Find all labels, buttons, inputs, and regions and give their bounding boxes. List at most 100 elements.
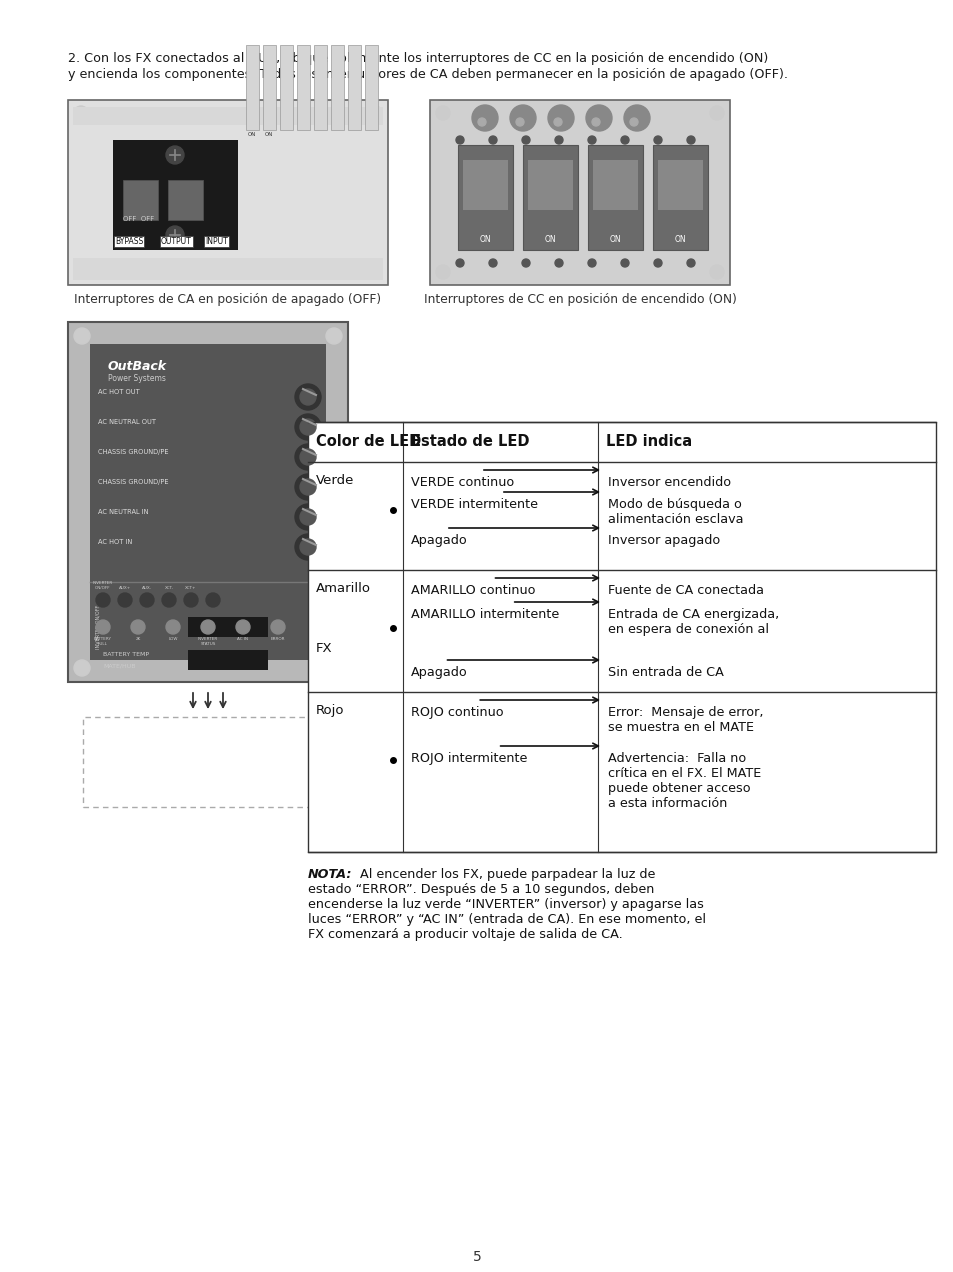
Text: BYPASS: BYPASS — [115, 237, 143, 245]
Text: Interruptores de CA en posición de apagado (OFF): Interruptores de CA en posición de apaga… — [74, 293, 381, 307]
Circle shape — [74, 265, 88, 279]
Bar — [527, 160, 573, 210]
Circle shape — [456, 259, 463, 267]
Text: 2. Con los FX conectados al HUB, ubique solamente los interruptores de CC en la : 2. Con los FX conectados al HUB, ubique … — [68, 52, 767, 65]
Text: INVERTER ON/OFF: INVERTER ON/OFF — [96, 605, 101, 649]
Circle shape — [629, 118, 638, 126]
Circle shape — [436, 265, 450, 279]
Circle shape — [96, 619, 110, 633]
Text: INPUT: INPUT — [205, 237, 228, 245]
Circle shape — [166, 146, 184, 164]
Text: ON: ON — [478, 235, 490, 244]
Text: AMARILLO continuo: AMARILLO continuo — [411, 584, 535, 597]
Text: FX comenzará a producir voltaje de salida de CA.: FX comenzará a producir voltaje de salid… — [308, 929, 622, 941]
Circle shape — [206, 593, 220, 607]
Bar — [593, 160, 638, 210]
Circle shape — [74, 328, 90, 343]
Circle shape — [294, 534, 320, 560]
Bar — [73, 258, 382, 280]
Text: luces “ERROR” y “AC IN” (entrada de CA). En ese momento, el: luces “ERROR” y “AC IN” (entrada de CA).… — [308, 913, 705, 926]
Text: ERROR: ERROR — [271, 637, 285, 641]
Circle shape — [326, 660, 341, 675]
Circle shape — [472, 106, 497, 131]
Text: ON: ON — [543, 235, 556, 244]
Circle shape — [654, 259, 661, 267]
Text: Error:  Mensaje de error,
se muestra en el MATE: Error: Mensaje de error, se muestra en e… — [607, 706, 762, 734]
Circle shape — [489, 259, 497, 267]
Circle shape — [299, 509, 315, 525]
Circle shape — [294, 413, 320, 440]
Text: ROJO intermitente: ROJO intermitente — [411, 752, 527, 764]
Circle shape — [201, 619, 214, 633]
Text: Apagado: Apagado — [411, 534, 467, 547]
Circle shape — [555, 136, 562, 144]
Text: Inversor encendido: Inversor encendido — [607, 476, 730, 488]
Circle shape — [118, 593, 132, 607]
Text: Entrada de CA energizada,
en espera de conexión al: Entrada de CA energizada, en espera de c… — [607, 608, 779, 636]
Text: Verde: Verde — [315, 474, 354, 487]
Text: AC NEUTRAL IN: AC NEUTRAL IN — [98, 509, 149, 515]
Circle shape — [516, 118, 523, 126]
Bar — [652, 145, 707, 251]
Circle shape — [477, 118, 485, 126]
Text: y encienda los componentes. Todos los interruptores de CA deben permanecer en la: y encienda los componentes. Todos los in… — [68, 67, 787, 81]
Circle shape — [709, 106, 723, 120]
Text: Color de LED: Color de LED — [315, 435, 421, 449]
Text: AC HOT IN: AC HOT IN — [98, 539, 132, 544]
Text: BATTERY
FULL: BATTERY FULL — [94, 637, 112, 646]
Text: AC IN: AC IN — [237, 637, 248, 641]
Circle shape — [299, 480, 315, 495]
Text: NOTA:: NOTA: — [308, 868, 352, 881]
Circle shape — [521, 136, 530, 144]
Bar — [522, 145, 578, 251]
Bar — [365, 45, 377, 130]
Circle shape — [271, 619, 285, 633]
Circle shape — [623, 106, 649, 131]
Circle shape — [587, 136, 596, 144]
Circle shape — [436, 106, 450, 120]
Bar — [308, 422, 935, 852]
Circle shape — [620, 259, 628, 267]
Text: Al encender los FX, puede parpadear la luz de: Al encender los FX, puede parpadear la l… — [355, 868, 655, 881]
Bar — [83, 717, 348, 806]
Text: VERDE continuo: VERDE continuo — [411, 476, 514, 488]
Text: OutBack: OutBack — [108, 360, 167, 373]
Bar — [68, 100, 388, 285]
Circle shape — [162, 593, 175, 607]
Bar — [462, 160, 507, 210]
Circle shape — [592, 118, 599, 126]
Circle shape — [299, 449, 315, 466]
Circle shape — [131, 619, 145, 633]
Bar — [587, 145, 642, 251]
Circle shape — [547, 106, 574, 131]
Text: AUX-: AUX- — [142, 586, 152, 590]
Bar — [188, 650, 268, 670]
Text: ON: ON — [609, 235, 620, 244]
Text: OFF  OFF: OFF OFF — [123, 216, 154, 223]
Text: ON: ON — [265, 132, 274, 137]
Circle shape — [554, 118, 561, 126]
Text: LED indica: LED indica — [605, 435, 691, 449]
Text: Modo de búsqueda o
alimentación esclava: Modo de búsqueda o alimentación esclava — [607, 499, 742, 527]
Circle shape — [510, 106, 536, 131]
Text: Power Systems: Power Systems — [108, 374, 166, 383]
Circle shape — [555, 259, 562, 267]
Circle shape — [585, 106, 612, 131]
Bar — [263, 45, 275, 130]
Text: CHASSIS GROUND/PE: CHASSIS GROUND/PE — [98, 480, 169, 485]
Text: AMARILLO intermitente: AMARILLO intermitente — [411, 608, 558, 621]
Bar — [188, 617, 268, 637]
Bar — [314, 45, 327, 130]
Text: Amarillo: Amarillo — [315, 583, 371, 595]
Bar — [246, 45, 258, 130]
Circle shape — [166, 619, 180, 633]
Bar — [68, 322, 348, 682]
Text: ON: ON — [248, 132, 256, 137]
Text: Inversor apagado: Inversor apagado — [607, 534, 720, 547]
Text: LOW: LOW — [168, 637, 177, 641]
Text: INVERTER
STATUS: INVERTER STATUS — [197, 637, 218, 646]
Bar — [280, 45, 293, 130]
Bar — [331, 45, 344, 130]
Circle shape — [96, 593, 110, 607]
Bar — [457, 145, 513, 251]
